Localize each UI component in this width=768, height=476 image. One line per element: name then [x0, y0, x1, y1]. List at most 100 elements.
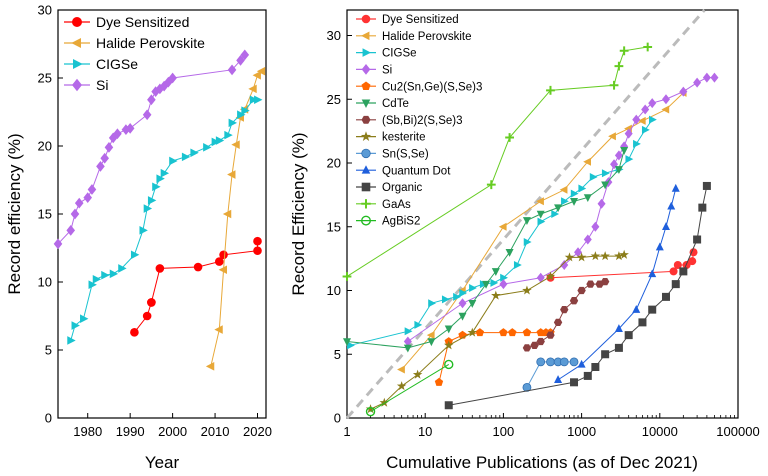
data-point	[632, 114, 641, 125]
left-axis-ticks: 0 5 10 15 20 25 30 1980 1990 2000 2010 2020	[38, 3, 272, 440]
data-point	[667, 201, 676, 210]
data-point	[614, 166, 623, 174]
data-point	[620, 147, 629, 155]
data-point	[96, 161, 105, 172]
data-point	[155, 83, 165, 95]
legend-label: (Sb,Bi)2(S,Se)3	[382, 115, 463, 127]
data-point	[498, 222, 507, 231]
data-point	[130, 250, 140, 260]
legend-label: Halide Perovskite	[96, 35, 205, 51]
data-point	[74, 197, 84, 209]
data-point	[569, 357, 579, 367]
data-point	[100, 152, 109, 164]
data-point	[570, 378, 579, 387]
series-kesterite	[365, 249, 629, 414]
legend-item-agbis2: AgBiS2	[356, 215, 420, 228]
data-point	[190, 148, 199, 158]
data-point	[546, 331, 555, 339]
data-point	[554, 375, 563, 383]
data-point	[104, 141, 114, 153]
data-point	[67, 336, 76, 345]
legend-marker	[362, 48, 371, 57]
legend-label: CIGSe	[96, 56, 138, 72]
data-point	[490, 278, 499, 287]
data-point	[427, 338, 436, 347]
legend-item-halide-perovskite: Halide Perovskite	[64, 35, 205, 51]
x-tick-label: 1	[343, 424, 350, 439]
right-series-layer	[342, 42, 719, 417]
data-point	[169, 156, 178, 166]
legend-item-quantum-dot: Quantum Dot	[356, 165, 451, 177]
legend-label: Sn(S,Se)	[382, 149, 429, 161]
legend-marker	[361, 165, 371, 174]
y-tick-label: 10	[327, 283, 341, 298]
data-point	[397, 365, 405, 374]
data-point	[624, 128, 633, 139]
legend-item-gaas: GaAs	[356, 199, 411, 211]
x-tick-label: 2010	[201, 424, 230, 439]
data-point	[152, 182, 161, 192]
data-point	[619, 249, 629, 259]
data-point	[468, 300, 477, 308]
data-point	[253, 236, 262, 246]
data-point	[218, 265, 227, 275]
data-point	[71, 321, 80, 330]
x-tick-label: 1990	[116, 424, 145, 439]
data-point	[491, 290, 501, 300]
data-point	[458, 298, 467, 309]
legend-item-organic: Organic	[356, 182, 423, 194]
data-point	[343, 338, 351, 347]
data-point	[649, 115, 657, 124]
data-point	[342, 272, 352, 281]
data-point	[252, 70, 261, 80]
data-point	[693, 77, 702, 88]
series-dye-sensitized	[130, 236, 262, 337]
data-point	[545, 271, 556, 281]
legend-marker	[361, 148, 371, 159]
data-point	[500, 273, 508, 282]
data-point	[215, 257, 224, 266]
data-point	[601, 350, 610, 359]
data-point	[577, 359, 586, 368]
data-point	[638, 318, 647, 327]
x-tick-label: 2020	[243, 424, 272, 439]
data-point	[536, 337, 545, 346]
data-point	[443, 340, 454, 350]
data-point	[583, 234, 592, 245]
data-point	[505, 249, 514, 257]
data-point	[608, 132, 616, 141]
data-point	[597, 198, 606, 209]
data-point	[228, 118, 237, 128]
data-point	[523, 238, 532, 247]
series-sb-bi-2-s-se-3	[522, 277, 610, 352]
data-point	[87, 184, 97, 195]
legend-label: Organic	[382, 182, 423, 194]
data-point	[88, 280, 97, 290]
series-quantum-dot	[554, 183, 680, 383]
data-point	[139, 226, 148, 235]
data-point	[121, 124, 131, 136]
x-tick-label: 1980	[73, 424, 102, 439]
data-point	[444, 359, 454, 370]
data-point	[577, 286, 586, 295]
data-point	[83, 192, 93, 204]
legend-item-cu2-sn-ge-s-se-3: Cu2(Sn,Ge)(S,Se)3	[356, 81, 482, 93]
y-tick-label: 15	[327, 219, 341, 234]
data-point	[453, 292, 461, 301]
data-point	[679, 86, 688, 97]
legend-marker	[361, 64, 371, 75]
data-point	[559, 357, 569, 367]
data-point	[522, 344, 532, 352]
legend-item-cigse: CIGSe	[356, 48, 417, 60]
y-tick-label: 0	[334, 411, 341, 426]
data-point	[155, 264, 165, 273]
data-point	[574, 247, 583, 258]
x-tick-label: 2000	[158, 424, 187, 439]
data-point	[648, 269, 657, 278]
data-point	[365, 404, 376, 414]
y-tick-label: 30	[38, 3, 52, 18]
data-point	[591, 363, 600, 371]
series-cu2-sn-ge-s-se-3	[434, 328, 555, 386]
data-point	[486, 180, 496, 190]
data-point	[560, 260, 569, 270]
